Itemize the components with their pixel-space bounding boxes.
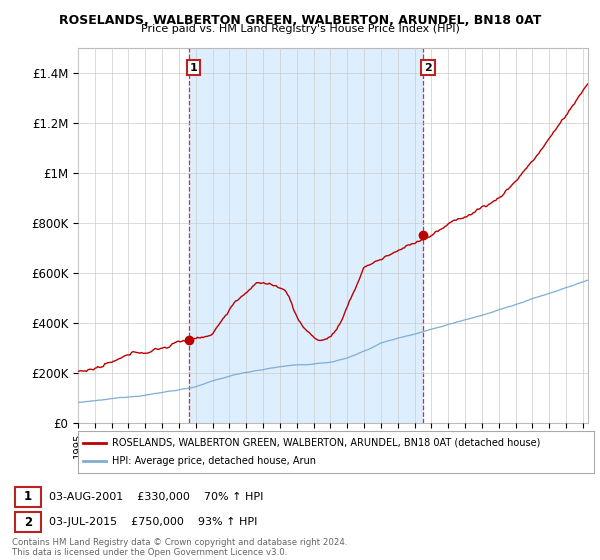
Text: 03-AUG-2001    £330,000    70% ↑ HPI: 03-AUG-2001 £330,000 70% ↑ HPI xyxy=(49,492,263,502)
Text: HPI: Average price, detached house, Arun: HPI: Average price, detached house, Arun xyxy=(112,456,316,466)
Text: Contains HM Land Registry data © Crown copyright and database right 2024.
This d: Contains HM Land Registry data © Crown c… xyxy=(12,538,347,557)
Text: 2: 2 xyxy=(424,63,432,73)
Text: ROSELANDS, WALBERTON GREEN, WALBERTON, ARUNDEL, BN18 0AT: ROSELANDS, WALBERTON GREEN, WALBERTON, A… xyxy=(59,14,541,27)
Bar xyxy=(189,48,423,423)
Text: ROSELANDS, WALBERTON GREEN, WALBERTON, ARUNDEL, BN18 0AT (detached house): ROSELANDS, WALBERTON GREEN, WALBERTON, A… xyxy=(112,438,540,448)
Text: Price paid vs. HM Land Registry's House Price Index (HPI): Price paid vs. HM Land Registry's House … xyxy=(140,24,460,34)
Text: 03-JUL-2015    £750,000    93% ↑ HPI: 03-JUL-2015 £750,000 93% ↑ HPI xyxy=(49,517,257,527)
Text: 1: 1 xyxy=(190,63,197,73)
Text: 1: 1 xyxy=(24,491,32,503)
FancyBboxPatch shape xyxy=(15,487,41,507)
FancyBboxPatch shape xyxy=(15,512,41,532)
Text: 2: 2 xyxy=(24,516,32,529)
